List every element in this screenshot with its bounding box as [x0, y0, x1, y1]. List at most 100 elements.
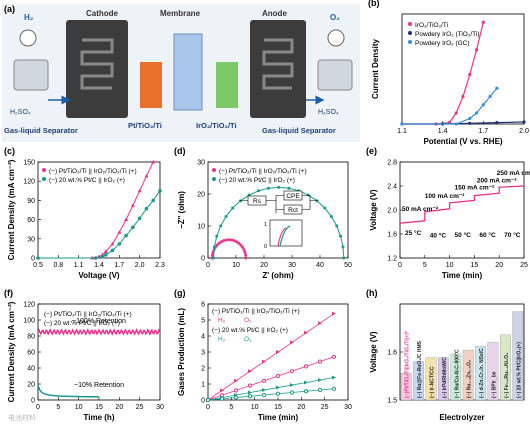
left-gauge-icon — [19, 29, 37, 47]
pt-label: Pt/TiO₂/Ti — [128, 121, 162, 130]
bar-label: (−) IrPdRhMoW/C — [442, 357, 448, 398]
bar-label: (−)Pt/TiO₂/Ti||IrO₂/TiO₂/Ti(+)* — [405, 331, 411, 398]
y-tick-label: 90 — [27, 198, 35, 205]
right-gauge-icon — [327, 29, 345, 47]
y-tick-label: 4 — [201, 334, 205, 341]
data-point — [239, 243, 243, 247]
y-tick-label: 1 — [201, 382, 205, 389]
x-tick-label: 2.0 — [135, 262, 145, 269]
legend-label: (−) Pt/TiO₂/Ti || IrO₂/TiO₂/Ti (+) — [44, 311, 132, 318]
panel-c: (c) Voltage (V) Current Density (mA cm⁻²) 0… — [4, 146, 165, 280]
data-point — [233, 388, 239, 393]
y-tick-label: 120 — [23, 179, 35, 186]
y-tick-label: 2 — [201, 366, 205, 373]
series-line — [38, 190, 161, 259]
series-line — [207, 313, 335, 401]
legend-marker — [408, 22, 412, 26]
legend-marker — [42, 168, 46, 172]
y-tick-label: 1.6 — [387, 350, 397, 357]
y-tick-label: 10 — [197, 224, 205, 231]
bar-label: (−) Ru@Fe-RuO₂/C HMS — [417, 340, 423, 398]
x-axis-label: Potential (V vs. RHE) — [423, 137, 502, 146]
data-point — [261, 392, 267, 398]
data-point — [304, 380, 308, 385]
h2-label: H₂ — [24, 13, 34, 22]
data-point — [243, 250, 247, 254]
y-tick-label: 80 — [27, 334, 35, 341]
data-point — [468, 121, 472, 125]
data-point — [318, 378, 322, 383]
data-point — [468, 72, 472, 77]
bar — [400, 372, 412, 401]
membrane-label: Membrane — [160, 9, 201, 18]
data-point — [242, 248, 246, 252]
legend-marker — [212, 177, 216, 181]
anode-plate — [250, 20, 306, 118]
data-point — [303, 389, 309, 394]
y-tick-label: 0 — [201, 398, 205, 405]
current-annotation: 250 mA cm⁻² — [497, 170, 530, 177]
data-point — [331, 354, 337, 359]
panel-f: (f) Time (h) Current Density (mA cm⁻²) 0 5 10… — [4, 288, 164, 422]
x-axis-label: Time (min) — [258, 413, 299, 422]
x-tick-label: 1.1 — [74, 262, 84, 269]
bar — [475, 346, 486, 401]
x-tick-label: 0.5 — [33, 262, 43, 269]
legend-label: (−) 20 wt.% Pt/C || IrO₂ (+) — [49, 177, 125, 184]
x-axis-label: Voltage (V) — [78, 271, 120, 280]
data-point — [262, 388, 266, 393]
x-tick-label: 30 — [156, 404, 164, 411]
legend-marker — [408, 31, 412, 35]
y-tick-label: 0 — [201, 256, 205, 263]
x-tick-label: 5 — [56, 404, 60, 411]
data-point — [400, 122, 404, 126]
circuit-rct-label: Rct — [288, 207, 298, 214]
data-point — [481, 20, 485, 24]
legend-marker — [212, 168, 216, 172]
legend-title: (−) Pt/TiO₂/Ti || IrO₂/TiO₂/Ti (+) — [212, 308, 300, 315]
data-point — [276, 350, 280, 354]
panel-label: (d) — [174, 146, 186, 156]
legend-label: H₂ — [218, 336, 226, 343]
bar-label: (−) Fe₀.₅Ru₀.₅Ni₂O₄ — [504, 352, 510, 398]
data-point — [248, 390, 252, 395]
x-tick-label: 1.7 — [114, 262, 124, 269]
watermark: 电池材料 — [8, 413, 36, 422]
data-point — [220, 388, 224, 393]
x-tick-label: 0 — [206, 404, 210, 411]
x-tick-label: 25 — [520, 262, 528, 269]
h2so4-right: H₂SO₄ — [318, 109, 339, 116]
y-tick-label: 3 — [201, 350, 205, 357]
y-tick-label: 60 — [27, 217, 35, 224]
x-axis-label: Time (min) — [442, 271, 483, 280]
inset-frame — [269, 219, 303, 247]
data-point — [329, 214, 333, 218]
data-point — [219, 396, 225, 401]
bar — [512, 311, 524, 401]
flow-channel-icon — [80, 38, 114, 90]
data-point — [495, 86, 499, 90]
panel-label-a: (a) — [4, 4, 15, 14]
legend-label: Powdery IrO₂ (GC) — [415, 40, 470, 47]
x-tick-label: 20 — [297, 404, 305, 411]
legend-marker — [408, 40, 412, 44]
y-tick-label: 0 — [31, 398, 35, 405]
x-tick-label: 5 — [423, 262, 427, 269]
data-point — [342, 256, 346, 260]
panel-label: (f) — [4, 288, 13, 298]
x-tick-label: 25 — [136, 404, 144, 411]
y-axis-label: Gases Production (mL) — [177, 308, 186, 396]
data-point — [323, 206, 327, 210]
data-point — [474, 111, 479, 115]
bar — [500, 334, 511, 401]
inset-tick-label: 1 — [264, 222, 267, 228]
data-point — [217, 241, 221, 245]
data-point — [212, 256, 216, 260]
series-line — [37, 385, 99, 398]
data-point — [241, 245, 245, 249]
x-tick-label: 30 — [344, 404, 352, 411]
data-point — [257, 189, 261, 193]
x-tick-label: 20 — [115, 404, 123, 411]
x-tick-label: 15 — [471, 262, 479, 269]
